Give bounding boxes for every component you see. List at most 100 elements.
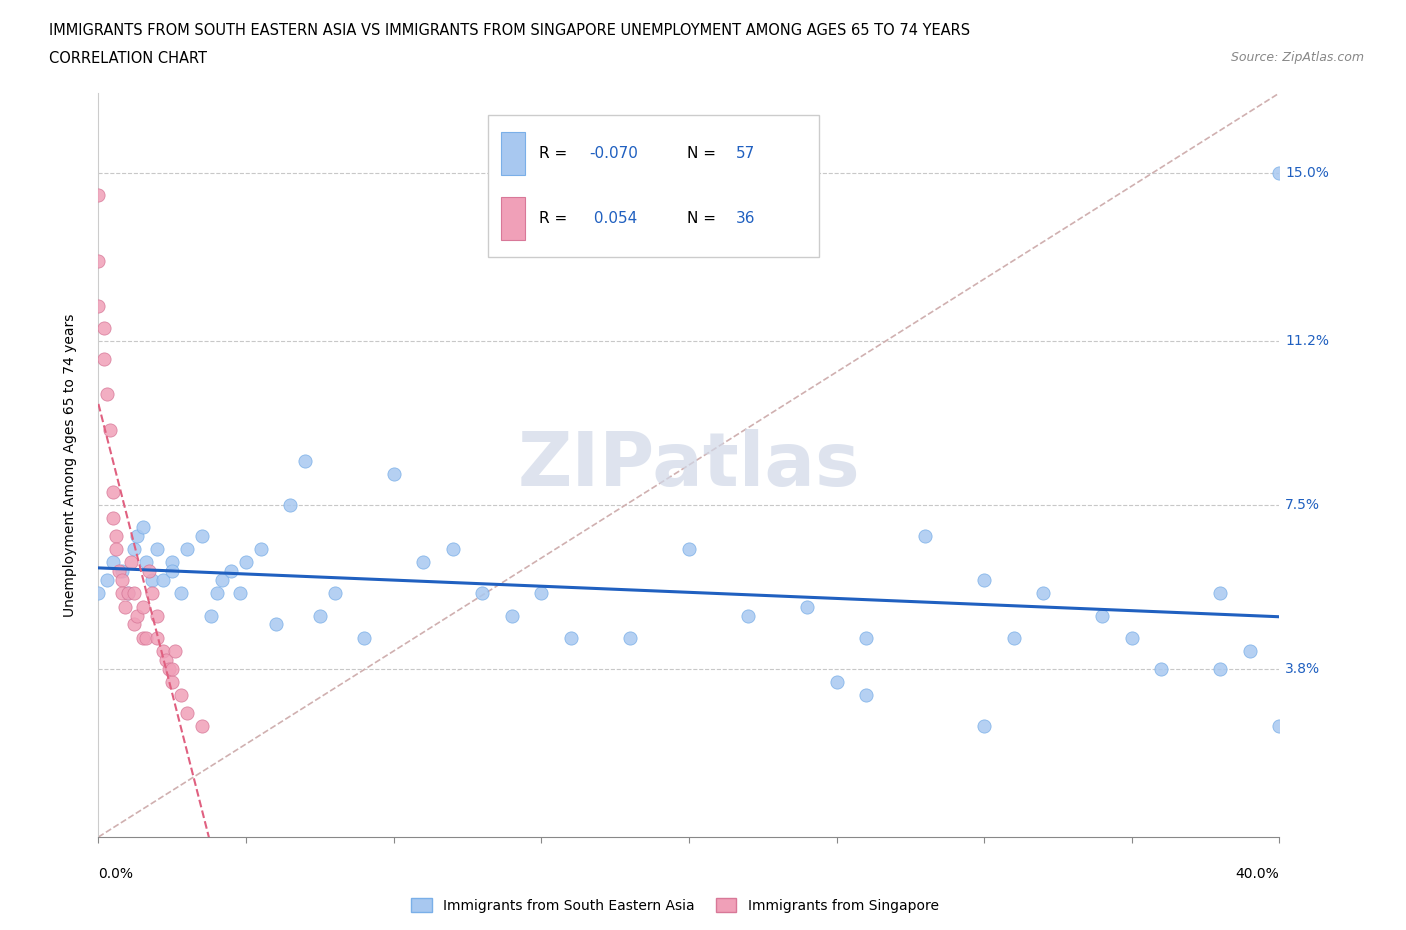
Point bbox=[122, 617, 145, 631]
Point bbox=[619, 631, 641, 645]
Point bbox=[117, 586, 139, 601]
Point bbox=[1150, 661, 1173, 676]
Point bbox=[471, 586, 494, 601]
Point bbox=[105, 528, 128, 543]
Point bbox=[211, 573, 233, 588]
Point bbox=[914, 528, 936, 543]
Y-axis label: Unemployment Among Ages 65 to 74 years: Unemployment Among Ages 65 to 74 years bbox=[63, 313, 77, 617]
Point bbox=[132, 520, 155, 535]
Point bbox=[382, 467, 405, 482]
Point bbox=[1091, 608, 1114, 623]
Point bbox=[162, 555, 183, 570]
Point bbox=[132, 631, 155, 645]
Point bbox=[353, 631, 375, 645]
Point bbox=[973, 719, 995, 734]
Point bbox=[191, 528, 214, 543]
Point bbox=[1121, 631, 1143, 645]
Point bbox=[111, 573, 134, 588]
Text: 15.0%: 15.0% bbox=[1285, 166, 1329, 179]
Point bbox=[1209, 586, 1232, 601]
Point bbox=[560, 631, 582, 645]
Point bbox=[323, 586, 346, 601]
Point bbox=[111, 564, 134, 578]
Point bbox=[105, 541, 128, 556]
Point bbox=[146, 541, 169, 556]
Point bbox=[146, 631, 169, 645]
Point bbox=[191, 719, 214, 734]
Point bbox=[103, 555, 125, 570]
Point bbox=[87, 299, 110, 313]
Point bbox=[103, 511, 125, 525]
Point bbox=[1032, 586, 1054, 601]
Point bbox=[1268, 166, 1291, 180]
Point bbox=[294, 453, 316, 468]
Point bbox=[278, 498, 302, 512]
Point bbox=[1209, 661, 1232, 676]
Point bbox=[120, 555, 142, 570]
Text: ZIPatlas: ZIPatlas bbox=[517, 429, 860, 501]
Point bbox=[855, 631, 877, 645]
Point bbox=[152, 644, 174, 658]
Point bbox=[530, 586, 553, 601]
Point bbox=[973, 573, 995, 588]
Point bbox=[125, 528, 148, 543]
Text: 3.8%: 3.8% bbox=[1285, 662, 1320, 676]
Point bbox=[155, 653, 177, 668]
Point bbox=[132, 599, 155, 614]
Legend: Immigrants from South Eastern Asia, Immigrants from Singapore: Immigrants from South Eastern Asia, Immi… bbox=[406, 893, 943, 919]
Point bbox=[412, 555, 434, 570]
Point bbox=[176, 706, 198, 721]
Point bbox=[855, 688, 877, 703]
Text: 11.2%: 11.2% bbox=[1285, 334, 1329, 348]
Point bbox=[117, 586, 139, 601]
Text: 7.5%: 7.5% bbox=[1285, 498, 1320, 512]
Point bbox=[1239, 644, 1261, 658]
Text: 0.0%: 0.0% bbox=[98, 867, 134, 881]
Point bbox=[737, 608, 759, 623]
Point bbox=[108, 564, 131, 578]
Point bbox=[135, 555, 157, 570]
Point bbox=[93, 352, 115, 366]
Point bbox=[87, 586, 110, 601]
Point bbox=[111, 586, 134, 601]
Point bbox=[170, 688, 193, 703]
Point bbox=[176, 541, 198, 556]
Point bbox=[1268, 719, 1291, 734]
Point bbox=[162, 661, 183, 676]
Point bbox=[152, 573, 174, 588]
Point bbox=[501, 608, 523, 623]
Point bbox=[678, 541, 700, 556]
Point bbox=[264, 617, 287, 631]
Point bbox=[138, 564, 160, 578]
Point bbox=[235, 555, 257, 570]
Point bbox=[796, 599, 818, 614]
Point bbox=[93, 320, 115, 335]
Point bbox=[200, 608, 222, 623]
Point bbox=[122, 541, 145, 556]
Point bbox=[157, 661, 180, 676]
Point bbox=[87, 188, 110, 203]
Point bbox=[122, 586, 145, 601]
Point bbox=[114, 599, 136, 614]
Point bbox=[146, 608, 169, 623]
Point bbox=[825, 674, 848, 689]
Point bbox=[162, 564, 183, 578]
Point bbox=[205, 586, 228, 601]
Text: IMMIGRANTS FROM SOUTH EASTERN ASIA VS IMMIGRANTS FROM SINGAPORE UNEMPLOYMENT AMO: IMMIGRANTS FROM SOUTH EASTERN ASIA VS IM… bbox=[49, 23, 970, 38]
Point bbox=[441, 541, 464, 556]
Point bbox=[87, 254, 110, 269]
Point bbox=[98, 422, 121, 437]
Point bbox=[96, 387, 118, 402]
Point bbox=[141, 586, 163, 601]
Point bbox=[162, 674, 183, 689]
Point bbox=[170, 586, 193, 601]
Point bbox=[141, 573, 163, 588]
Point bbox=[219, 564, 242, 578]
Point bbox=[125, 608, 148, 623]
Text: 40.0%: 40.0% bbox=[1236, 867, 1279, 881]
Text: CORRELATION CHART: CORRELATION CHART bbox=[49, 51, 207, 66]
Point bbox=[103, 485, 125, 499]
Text: Source: ZipAtlas.com: Source: ZipAtlas.com bbox=[1230, 51, 1364, 64]
Point bbox=[135, 631, 157, 645]
Point bbox=[229, 586, 252, 601]
